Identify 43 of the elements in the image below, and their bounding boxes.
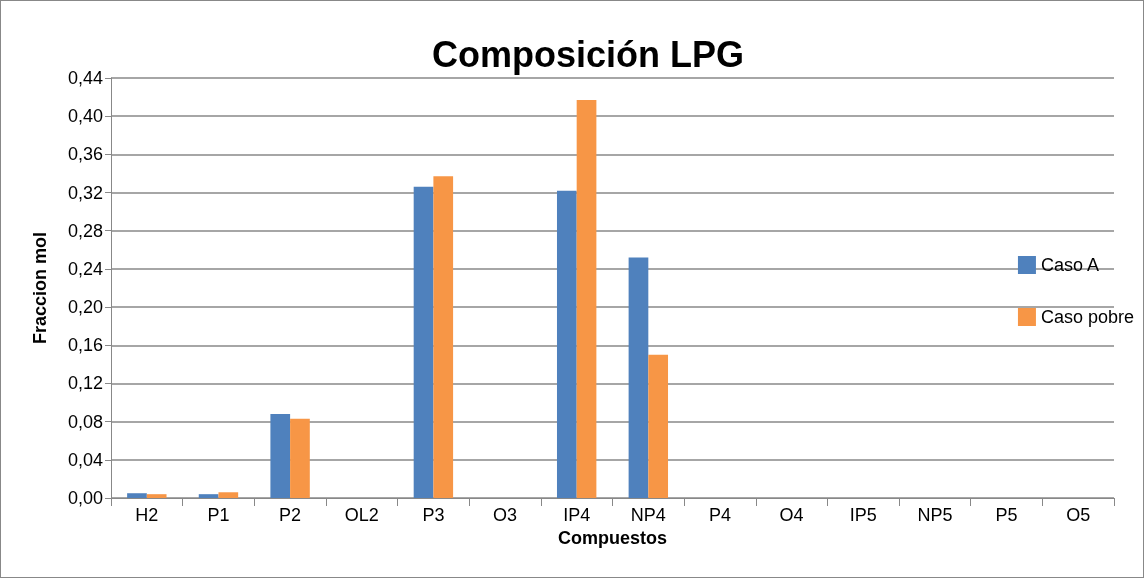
bar bbox=[628, 257, 649, 498]
x-tick-label: OL2 bbox=[344, 505, 379, 525]
legend-label: Caso A bbox=[1040, 255, 1099, 275]
y-tick-label: 0,40 bbox=[67, 106, 103, 127]
y-tick-label: 0,32 bbox=[67, 182, 103, 203]
x-tick-label: P5 bbox=[995, 505, 1018, 525]
x-tick-label: H2 bbox=[135, 505, 159, 525]
bar bbox=[146, 494, 167, 498]
y-tick-label: 0,20 bbox=[67, 297, 103, 318]
bar bbox=[556, 190, 577, 498]
y-tick-label: 0,24 bbox=[67, 258, 103, 279]
bar bbox=[127, 493, 147, 498]
x-tick-label: IP4 bbox=[563, 505, 591, 525]
x-tick-label: O5 bbox=[1066, 505, 1091, 525]
y-tick-label: 0,28 bbox=[67, 220, 103, 241]
y-tick-label: 0,04 bbox=[67, 449, 103, 470]
x-tick-label: P3 bbox=[422, 505, 445, 525]
y-tick-label: 0,00 bbox=[67, 488, 103, 508]
y-tick-label: 0,12 bbox=[67, 373, 103, 394]
bar bbox=[270, 414, 291, 498]
x-tick-label: O4 bbox=[779, 505, 804, 525]
x-tick-label: NP5 bbox=[917, 505, 953, 525]
bar bbox=[290, 418, 310, 498]
x-tick-label: P1 bbox=[207, 505, 230, 525]
x-tick-label: IP5 bbox=[849, 505, 877, 525]
x-tick-label: P2 bbox=[279, 505, 302, 525]
bar bbox=[413, 186, 434, 498]
bar bbox=[218, 492, 239, 498]
bar bbox=[648, 354, 669, 498]
x-tick-label: P4 bbox=[708, 505, 731, 525]
y-tick-label: 0,16 bbox=[67, 335, 103, 356]
bar bbox=[433, 176, 454, 498]
y-tick-label: 0,44 bbox=[67, 68, 103, 88]
x-tick-label: O3 bbox=[493, 505, 518, 525]
y-tick-label: 0,36 bbox=[67, 144, 103, 165]
y-tick-label: 0,08 bbox=[67, 411, 103, 432]
chart-title: Composición LPG bbox=[431, 33, 745, 75]
legend-label: Caso pobre bbox=[1040, 307, 1134, 327]
x-axis-title: Compuestos bbox=[557, 527, 668, 548]
bar bbox=[198, 494, 219, 498]
x-tick-label: NP4 bbox=[630, 505, 666, 525]
bar bbox=[576, 99, 597, 498]
y-axis-title: Fraccion mol bbox=[30, 231, 50, 345]
